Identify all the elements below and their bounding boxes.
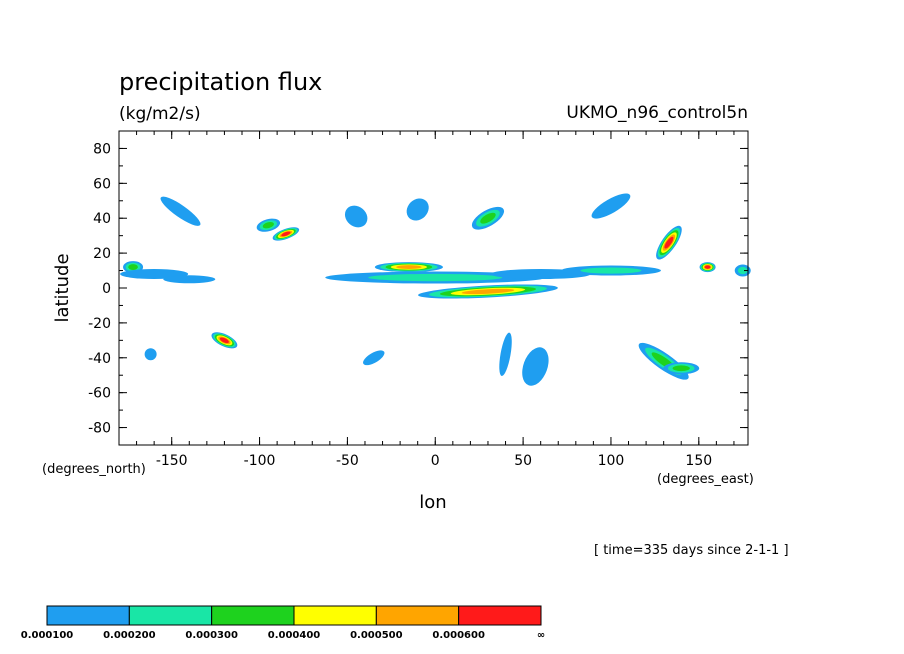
precip-field: [120, 193, 751, 386]
y-tick-label: 20: [93, 246, 111, 262]
axis-ticks: -150 -100 -50 0 50 100 150 80 60 40 20 0 -20 -40 -60 -8…: [88, 130, 748, 469]
x-tick-label: -100: [244, 453, 276, 469]
precip-contour-level-6: [281, 231, 291, 237]
precip-contour-level-5: [461, 288, 515, 295]
precip-contour-level-3: [262, 222, 274, 229]
x-tick-label: 0: [431, 453, 440, 469]
precip-contour-level-3: [128, 264, 138, 270]
precip-contour-level-1: [163, 275, 216, 284]
y-tick-label: -20: [88, 316, 111, 332]
colorbar-swatch: [211, 605, 295, 626]
y-unit-label: (degrees_north): [42, 462, 146, 477]
colorbar-label: 0.000300: [185, 630, 238, 641]
dataset-label: UKMO_n96_control5n: [566, 103, 748, 123]
y-tick-label: 60: [93, 176, 111, 192]
precip-contour-level-2: [368, 273, 503, 282]
precip-contour-level-2: [737, 266, 748, 275]
chart-units: (kg/m2/s): [119, 104, 201, 124]
colorbar-label: 0.000600: [432, 630, 485, 641]
precip-contour-level-1: [522, 347, 549, 386]
colorbar-label: 0.000100: [21, 630, 74, 641]
precip-contour-level-1: [499, 332, 512, 376]
colorbar-swatch: [293, 605, 377, 626]
precip-contour-level-1: [160, 196, 201, 226]
chart-title: precipitation flux: [119, 68, 322, 96]
colorbar-label: ∞: [537, 630, 545, 641]
y-tick-label: -80: [88, 421, 111, 437]
x-tick-label: -150: [156, 453, 188, 469]
colorbar-label: 0.000400: [268, 630, 321, 641]
y-tick-label: 40: [93, 211, 111, 227]
x-tick-label: 50: [514, 453, 532, 469]
y-axis-title: latitude: [52, 253, 73, 322]
precip-contour-level-3: [480, 212, 496, 224]
y-tick-label: 80: [93, 141, 111, 157]
colorbar-label: 0.000500: [350, 630, 403, 641]
colorbar-swatch: [46, 605, 130, 626]
time-label: [ time=335 days since 2-1-1 ]: [594, 543, 789, 558]
precip-contour-level-1: [363, 350, 385, 366]
precip-contour-level-1: [144, 348, 157, 361]
colorbar-swatch: [128, 605, 213, 626]
y-tick-label: -60: [88, 386, 111, 402]
precip-contour-level-1: [344, 205, 368, 228]
y-tick-label: -40: [88, 351, 111, 367]
x-axis-title: lon: [419, 492, 446, 513]
precip-contour-level-5: [396, 265, 422, 269]
precip-contour-level-1: [406, 198, 429, 221]
plot-frame: [118, 130, 749, 446]
precip-contour-level-6: [219, 337, 229, 344]
colorbar-swatch: [458, 605, 542, 626]
x-tick-label: -50: [336, 453, 359, 469]
x-tick-label: 100: [598, 453, 625, 469]
precip-contour-level-6: [664, 236, 674, 249]
x-tick-label: 150: [685, 453, 712, 469]
x-unit-label: (degrees_east): [657, 472, 754, 487]
precip-contour-level-3: [672, 365, 690, 372]
y-tick-label: 0: [102, 281, 111, 297]
colorbar-swatch: [375, 605, 460, 626]
precip-contour-level-1: [591, 193, 631, 219]
colorbar: 0.000100 0.000200 0.000300 0.000400 0.000500…: [21, 605, 545, 641]
precip-contour-level-2: [580, 267, 642, 274]
colorbar-label: 0.000200: [103, 630, 156, 641]
precip-contour-level-6: [704, 265, 711, 269]
